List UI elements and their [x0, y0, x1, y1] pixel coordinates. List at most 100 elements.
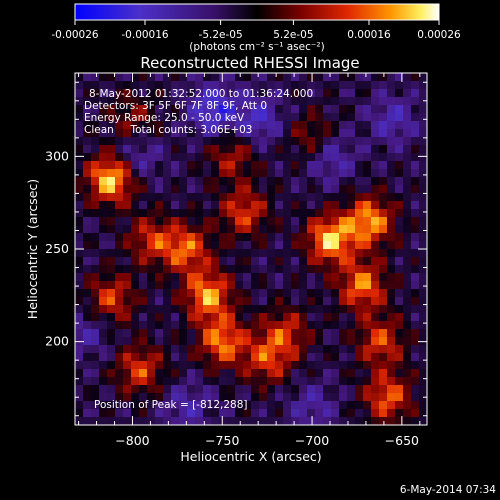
heatmap-cell — [123, 241, 132, 250]
heatmap-cell — [211, 273, 220, 282]
heatmap-cell — [171, 113, 180, 122]
heatmap-cell — [155, 89, 164, 98]
heatmap-cell — [163, 217, 172, 226]
heatmap-cell — [91, 273, 100, 282]
heatmap-cell — [355, 361, 364, 370]
heatmap-cell — [179, 385, 188, 394]
heatmap-cell — [411, 305, 420, 314]
heatmap-cell — [107, 161, 116, 170]
heatmap-cell — [235, 345, 244, 354]
heatmap-cell — [107, 385, 116, 394]
heatmap-cell — [291, 225, 300, 234]
heatmap-cell — [99, 353, 108, 362]
heatmap-cell — [235, 409, 244, 418]
heatmap-cell — [163, 233, 172, 242]
heatmap-cell — [403, 409, 412, 418]
heatmap-cell — [91, 185, 100, 194]
heatmap-cell — [131, 185, 140, 194]
heatmap-cell — [251, 241, 260, 250]
heatmap-cell — [403, 145, 412, 154]
heatmap-cell — [363, 193, 372, 202]
heatmap-cell — [195, 369, 204, 378]
heatmap-cell — [395, 377, 404, 386]
heatmap-cell — [275, 193, 284, 202]
heatmap-cell — [147, 305, 156, 314]
heatmap-cell — [83, 377, 92, 386]
heatmap-cell — [331, 249, 340, 258]
heatmap-cell — [155, 225, 164, 234]
heatmap-cell — [283, 169, 292, 178]
heatmap-cell — [115, 281, 124, 290]
heatmap-cell — [411, 153, 420, 162]
heatmap-cell — [99, 329, 108, 338]
heatmap-cell — [355, 177, 364, 186]
heatmap-cell — [179, 185, 188, 194]
heatmap-cell — [267, 377, 276, 386]
heatmap-cell — [419, 233, 428, 242]
heatmap-cell — [371, 345, 380, 354]
heatmap-cell — [363, 281, 372, 290]
heatmap-cell — [243, 73, 252, 82]
heatmap-cell — [307, 129, 316, 138]
heatmap-cell — [299, 225, 308, 234]
heatmap-cell — [363, 385, 372, 394]
heatmap-cell — [395, 225, 404, 234]
heatmap-cell — [171, 169, 180, 178]
heatmap-cell — [299, 233, 308, 242]
heatmap-cell — [299, 345, 308, 354]
heatmap-cell — [195, 217, 204, 226]
heatmap-cell — [195, 201, 204, 210]
heatmap-cell — [291, 377, 300, 386]
heatmap-cell — [331, 193, 340, 202]
heatmap-cell — [339, 345, 348, 354]
heatmap-cell — [227, 249, 236, 258]
heatmap-cell — [307, 401, 316, 410]
heatmap-cell — [307, 81, 316, 90]
heatmap-cell — [219, 201, 228, 210]
heatmap-cell — [419, 89, 428, 98]
heatmap-cell — [291, 185, 300, 194]
heatmap-cell — [379, 305, 388, 314]
heatmap-cell — [291, 241, 300, 250]
heatmap-cell — [203, 321, 212, 330]
heatmap-cell — [147, 153, 156, 162]
heatmap-cell — [347, 169, 356, 178]
heatmap-cell — [371, 369, 380, 378]
heatmap-cell — [395, 369, 404, 378]
heatmap-cell — [267, 273, 276, 282]
heatmap-cell — [251, 313, 260, 322]
heatmap-cell — [339, 337, 348, 346]
heatmap-cell — [291, 201, 300, 210]
heatmap-cell — [259, 193, 268, 202]
heatmap-cell — [403, 353, 412, 362]
heatmap-cell — [235, 121, 244, 130]
heatmap-cell — [403, 169, 412, 178]
heatmap-cell — [355, 225, 364, 234]
heatmap-cell — [307, 105, 316, 114]
heatmap-cell — [379, 345, 388, 354]
heatmap-cell — [243, 369, 252, 378]
heatmap-cell — [315, 73, 324, 82]
heatmap-cell — [83, 153, 92, 162]
heatmap-cell — [171, 385, 180, 394]
heatmap-cell — [243, 249, 252, 258]
heatmap-cell — [99, 321, 108, 330]
heatmap-cell — [155, 137, 164, 146]
heatmap-cell — [179, 233, 188, 242]
heatmap-cell — [267, 81, 276, 90]
heatmap-cell — [227, 297, 236, 306]
heatmap-cell — [179, 313, 188, 322]
heatmap-cell — [99, 385, 108, 394]
heatmap-cell — [347, 249, 356, 258]
heatmap-cell — [131, 161, 140, 170]
heatmap-cell — [259, 105, 268, 114]
heatmap-cell — [203, 89, 212, 98]
heatmap-cell — [275, 225, 284, 234]
heatmap-cell — [123, 81, 132, 90]
heatmap-cell — [147, 257, 156, 266]
heatmap-cell — [347, 177, 356, 186]
heatmap-cell — [355, 185, 364, 194]
heatmap-cell — [339, 313, 348, 322]
heatmap-cell — [275, 177, 284, 186]
heatmap-cell — [267, 417, 276, 426]
